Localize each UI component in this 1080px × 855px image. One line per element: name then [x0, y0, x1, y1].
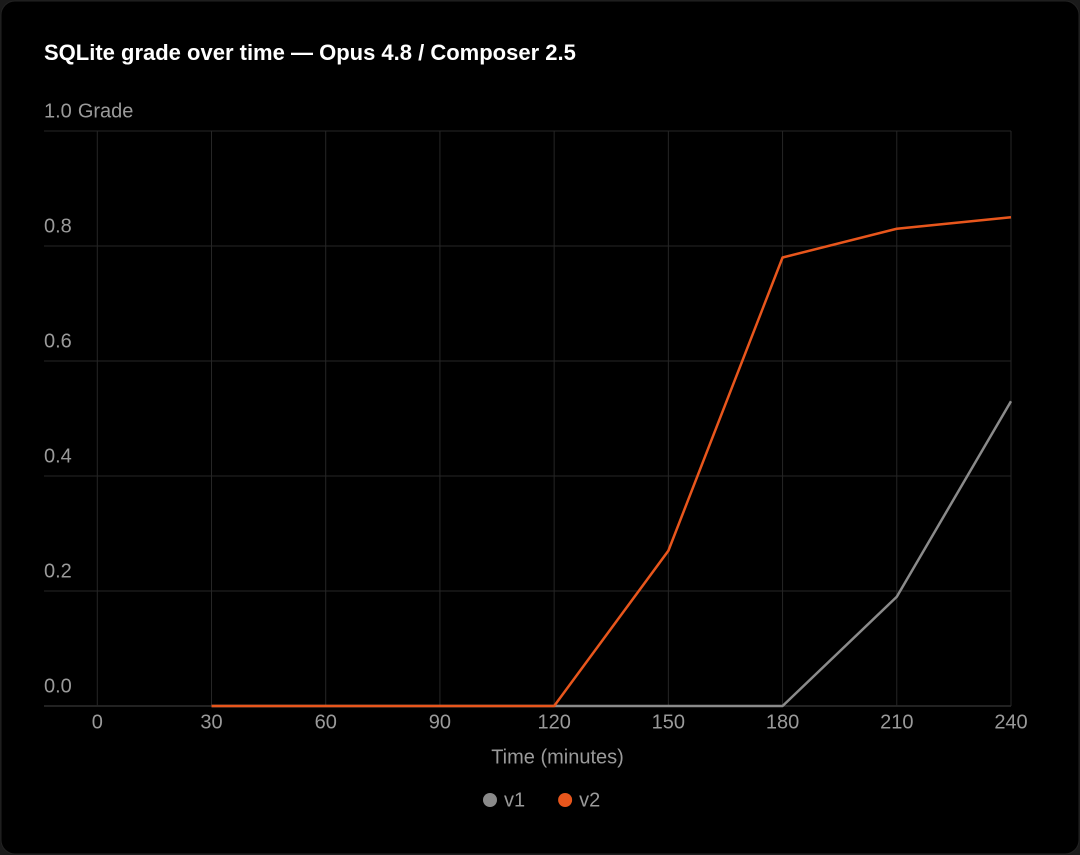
x-tick-label: 150: [652, 711, 685, 733]
x-tick-label: 90: [429, 711, 451, 733]
legend-marker: [558, 793, 573, 807]
x-tick-label: 180: [766, 711, 799, 733]
x-tick-label: 240: [994, 711, 1027, 733]
y-tick-label: 0.8: [44, 215, 72, 237]
x-tick-label: 30: [200, 711, 222, 733]
x-tick-label: 120: [537, 711, 570, 733]
y-tick-label: 1.0: [44, 100, 72, 122]
x-tick-label: 0: [92, 711, 103, 733]
y-axis-label: Grade: [78, 100, 134, 122]
y-tick-label: 0.6: [44, 330, 72, 352]
x-axis-label: Time (minutes): [491, 746, 624, 768]
legend-label: v1: [504, 789, 525, 811]
y-tick-label: 0.2: [44, 560, 72, 582]
chart-title: SQLite grade over time — Opus 4.8 / Comp…: [44, 40, 576, 65]
series-line: [211, 216, 1012, 708]
x-tick-label: 60: [315, 711, 337, 733]
y-tick-label: 0.0: [44, 675, 72, 697]
legend-label: v2: [579, 789, 600, 811]
legend-marker: [483, 793, 497, 807]
y-tick-label: 0.4: [44, 445, 72, 467]
x-tick-label: 210: [880, 711, 913, 733]
